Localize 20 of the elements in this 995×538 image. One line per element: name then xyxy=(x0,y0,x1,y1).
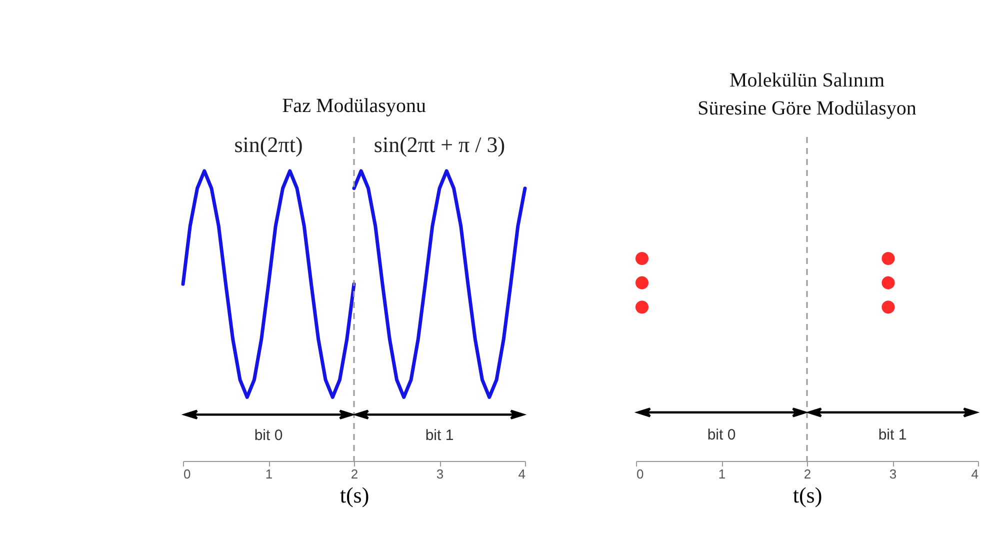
x-tick-label: 4 xyxy=(971,466,978,482)
annotation: bit 1 xyxy=(878,426,907,444)
x-axis-title: t(s) xyxy=(792,482,822,508)
annotation: bit 1 xyxy=(425,426,454,444)
x-tick-label: 4 xyxy=(518,466,526,482)
x-axis-title: t(s) xyxy=(340,482,370,508)
annotation: bit 0 xyxy=(707,426,736,444)
x-tick-label: 0 xyxy=(636,466,644,482)
x-tick-label: 1 xyxy=(718,466,726,482)
x-tick-label: 0 xyxy=(184,466,191,482)
x-tick-label: 2 xyxy=(350,466,358,482)
x-tick-label: 3 xyxy=(889,466,897,482)
text: sin(2πt + π / 3) xyxy=(374,132,506,157)
text: sin(2πt) xyxy=(234,132,303,157)
x-tick-label: 2 xyxy=(804,466,812,482)
chart-title: Faz Modülasyonu xyxy=(282,94,426,117)
annotation: bit 0 xyxy=(254,426,283,444)
x-tick-label: 3 xyxy=(436,466,444,482)
x-tick-label: 1 xyxy=(265,466,273,482)
chart-title: Molekülün Salınım Süresine Göre Modülasyon xyxy=(698,69,916,120)
